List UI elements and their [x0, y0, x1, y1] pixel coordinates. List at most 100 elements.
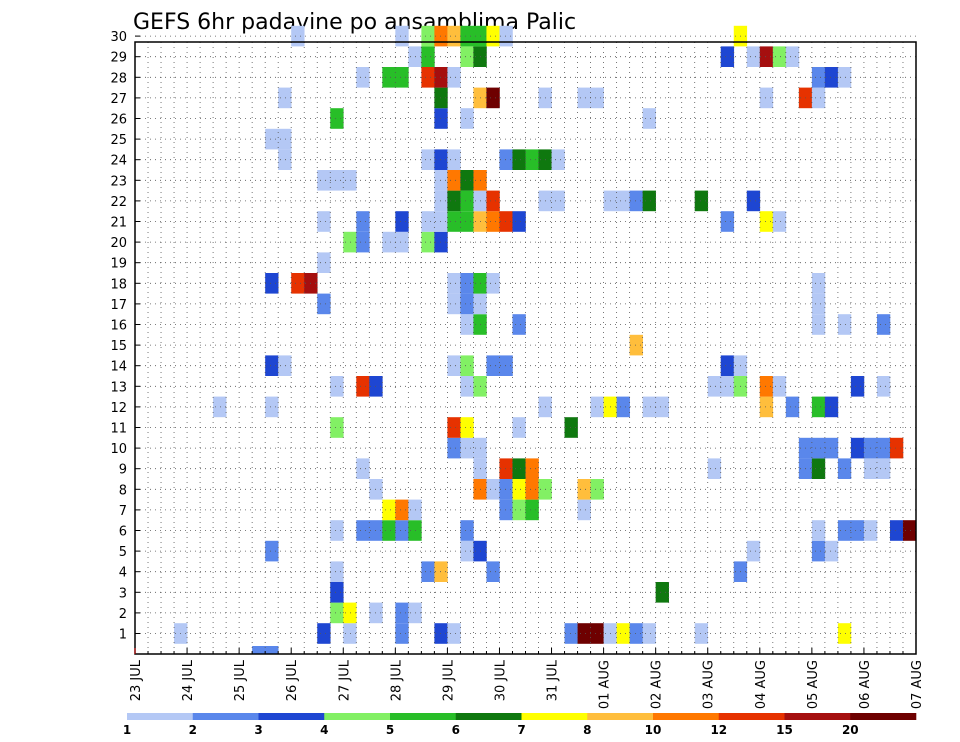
- x-tick-label: 25 JUL: [233, 659, 248, 701]
- x-tick-label: 31 JUL: [546, 659, 561, 701]
- x-tick-label: 01 AUG: [598, 660, 613, 709]
- heatmap-cell: [330, 108, 344, 129]
- heatmap-cell: [434, 211, 448, 232]
- x-tick-label: 26 JUL: [285, 659, 300, 701]
- heatmap-cell: [356, 211, 370, 232]
- heatmap-cell: [382, 67, 396, 88]
- heatmap-cell: [447, 273, 461, 294]
- heatmap-cell: [330, 561, 344, 582]
- x-tick-label: 07 AUG: [910, 660, 925, 709]
- heatmap-cell: [577, 87, 591, 109]
- heatmap-cell: [447, 355, 461, 376]
- x-tick-label: 23 JUL: [129, 659, 144, 701]
- colorbar-swatch: [718, 713, 785, 720]
- heatmap-cell: [889, 520, 904, 541]
- heatmap-cell: [317, 170, 331, 191]
- y-tick-label: 28: [110, 71, 127, 86]
- y-tick-label: 29: [110, 51, 127, 66]
- heatmap-cell: [577, 623, 591, 644]
- heatmap-cell: [460, 170, 474, 191]
- heatmap-cell: [447, 623, 461, 644]
- heatmap-cell: [330, 520, 344, 541]
- heatmap-cell: [837, 623, 852, 644]
- y-tick-label: 15: [110, 339, 127, 354]
- heatmap-cell: [759, 396, 774, 418]
- y-tick-label: 11: [110, 422, 127, 437]
- y-tick-label: 9: [119, 463, 127, 478]
- heatmap-cell: [824, 396, 839, 418]
- y-tick-label: 20: [110, 236, 127, 251]
- heatmap-cell: [720, 376, 735, 397]
- heatmap-cell: [421, 149, 435, 170]
- heatmap-cell: [395, 623, 409, 644]
- colorbar-legend: 1 2 3 4 5 6 7 8 10 12 15 20: [123, 713, 917, 737]
- heatmap-cell: [772, 211, 787, 232]
- heatmap-cell: [486, 87, 500, 109]
- colorbar-swatch: [455, 713, 522, 720]
- heatmap-cell: [499, 479, 513, 500]
- y-tick-label: 1: [119, 628, 127, 643]
- heatmap-cell: [759, 87, 774, 109]
- y-tick-label: 24: [110, 154, 127, 169]
- heatmap-cell: [746, 46, 761, 67]
- heatmap-cell: [356, 231, 370, 253]
- heatmap-cell: [525, 499, 539, 521]
- heatmap-cell: [265, 396, 279, 418]
- heatmap-cell: [421, 561, 435, 582]
- colorbar-label: 7: [517, 723, 525, 737]
- heatmap-cell: [824, 437, 839, 459]
- heatmap-cell: [616, 396, 630, 418]
- colorbar-swatch: [324, 713, 391, 720]
- heatmap-cell: [499, 499, 513, 521]
- heatmap-cell: [460, 314, 474, 335]
- heatmap-cell: [434, 190, 448, 212]
- heatmap-cell: [590, 87, 604, 109]
- heatmap-cell: [811, 273, 826, 294]
- heatmap-cell: [577, 479, 591, 500]
- heatmap-cell: [330, 376, 344, 397]
- y-tick-label: 21: [110, 216, 127, 231]
- colorbar-label: 10: [645, 723, 662, 737]
- heatmap-cell: [356, 376, 370, 397]
- y-tick-label: 7: [119, 504, 127, 519]
- colorbar-label: 4: [320, 723, 328, 737]
- heatmap-cell: [252, 646, 266, 654]
- x-tick-label: 06 AUG: [858, 660, 873, 709]
- heatmap-cell: [759, 46, 774, 67]
- heatmap-cell: [434, 67, 448, 88]
- heatmap-cell: [525, 479, 539, 500]
- heatmap-cell: [759, 211, 774, 232]
- heatmap-cell: [291, 25, 305, 47]
- colorbar-label: 12: [710, 723, 727, 737]
- heatmap-cell: [811, 540, 826, 562]
- heatmap-cell: [421, 46, 435, 67]
- heatmap-cell: [694, 190, 709, 212]
- y-tick-label: 25: [110, 133, 127, 148]
- colorbar-swatch: [521, 713, 588, 720]
- heatmap-cell: [278, 355, 292, 376]
- heatmap-cell: [642, 623, 656, 644]
- colorbar-label: 1: [123, 723, 131, 737]
- heatmap-cell: [291, 273, 305, 294]
- y-tick-label: 3: [119, 586, 127, 601]
- colorbar-label: 5: [386, 723, 394, 737]
- heatmap-cell: [720, 211, 735, 232]
- heatmap-cell: [460, 190, 474, 212]
- heatmap-cell: [330, 582, 344, 603]
- heatmap-cell: [460, 437, 474, 459]
- heatmap-cell: [512, 149, 526, 170]
- heatmap-cell: [876, 437, 891, 459]
- y-tick-label: 27: [110, 92, 127, 107]
- heatmap-cell: [460, 25, 474, 47]
- heatmap-cell: [265, 646, 279, 654]
- heatmap-cell: [382, 231, 396, 253]
- heatmap-cell: [850, 376, 865, 397]
- heatmap-cell: [707, 376, 722, 397]
- heatmap-cell: [356, 67, 370, 88]
- heatmap-cell: [837, 520, 852, 541]
- y-tick-label: 30: [110, 30, 127, 45]
- y-axis: 1234567891011121314151617181920212223242…: [110, 30, 140, 643]
- heatmap-cell: [811, 293, 826, 315]
- heatmap-cell: [889, 437, 904, 459]
- heatmap-cell: [850, 437, 865, 459]
